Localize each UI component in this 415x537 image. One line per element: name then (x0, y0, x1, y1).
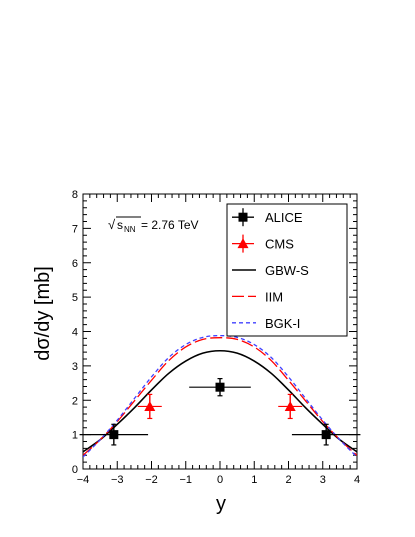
y-tick-label: 2 (72, 395, 78, 407)
alice-point (321, 430, 331, 440)
alice-point (215, 382, 225, 392)
x-tick-label: 0 (217, 474, 223, 486)
energy-annotation: √ s NN = 2.76 TeV (108, 216, 199, 234)
alice-point (109, 430, 119, 440)
y-tick-label: 1 (72, 430, 78, 442)
series-curve-gbw-s (83, 349, 357, 453)
cms-point (144, 400, 156, 411)
legend-label-gbw-s: GBW-S (265, 263, 309, 278)
sqrt-symbol: √ (108, 217, 116, 232)
y-tick-label: 6 (72, 258, 78, 270)
x-axis: −4 −3 −2 −1 0 1 2 3 4 (77, 194, 360, 486)
cms-point (284, 400, 296, 411)
legend-label-iim: IIM (265, 289, 283, 304)
x-tick-label: 4 (354, 474, 360, 486)
curves (83, 334, 357, 458)
x-tick-label: 1 (251, 474, 257, 486)
y-axis-title: dσ/dy [mb] (32, 266, 54, 361)
legend: ALICE CMS GBW-S IIM BGK-I (226, 203, 348, 337)
legend-label-alice: ALICE (265, 210, 303, 225)
legend-key-alice (238, 212, 248, 222)
y-tick-label: 7 (72, 223, 78, 235)
x-tick-label: −3 (111, 474, 124, 486)
y-tick-label: 3 (72, 361, 78, 373)
energy-value: = 2.76 TeV (141, 218, 199, 232)
x-axis-title: y (216, 493, 226, 515)
x-tick-label: −1 (179, 474, 192, 486)
series-curve-iim (83, 337, 357, 456)
y-tick-label: 8 (72, 189, 78, 201)
y-tick-label: 5 (72, 292, 78, 304)
x-tick-label: −4 (77, 474, 90, 486)
sqrt-subscript: NN (124, 225, 136, 234)
sqrt-s: s (117, 218, 123, 232)
data-points (79, 377, 361, 446)
legend-label-bgk-i: BGK-I (265, 316, 300, 331)
y-tick-label: 4 (72, 327, 78, 339)
legend-key-cms (237, 238, 249, 249)
legend-label-cms: CMS (265, 237, 294, 252)
x-tick-label: 3 (320, 474, 326, 486)
x-tick-label: 2 (285, 474, 291, 486)
x-tick-label: −2 (145, 474, 158, 486)
y-tick-label: 0 (72, 464, 78, 476)
